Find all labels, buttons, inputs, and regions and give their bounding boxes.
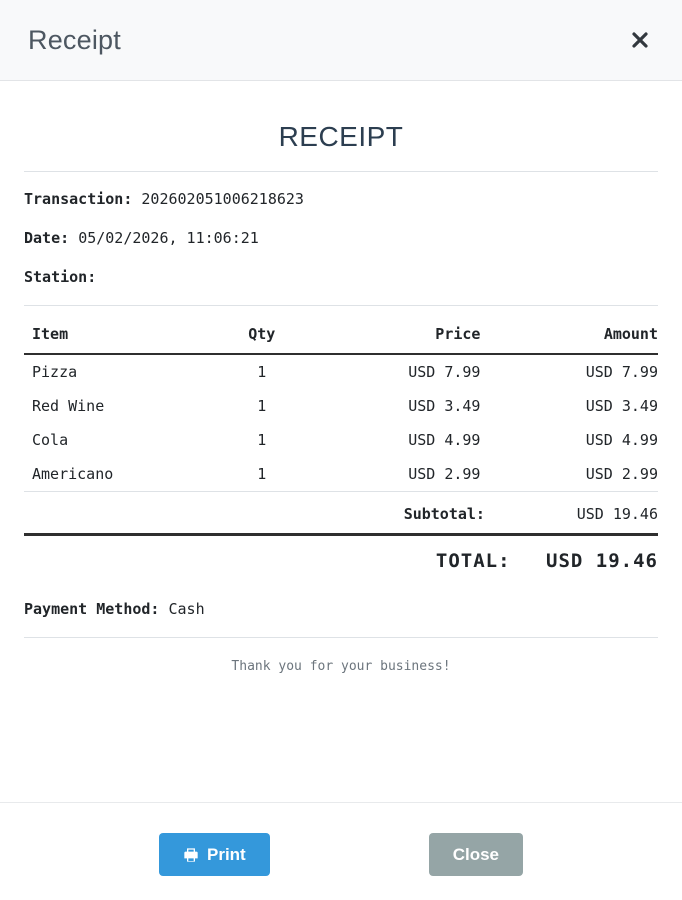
divider	[24, 637, 658, 638]
date-value: 05/02/2026, 11:06:21	[78, 229, 259, 247]
cell-amount: USD 7.99	[585, 363, 658, 381]
cell-price: USD 7.99	[408, 363, 481, 381]
transaction-line: Transaction: 202602051006218623	[24, 188, 658, 211]
receipt-heading: RECEIPT	[278, 121, 404, 152]
cell-price: USD 3.49	[408, 397, 481, 415]
divider	[24, 171, 658, 172]
table-row: Cola 1 USD 4.99 USD 4.99	[24, 423, 658, 457]
cell-item: Americano	[32, 465, 114, 483]
header-item: Item	[24, 316, 215, 355]
printer-icon	[183, 847, 199, 863]
subtotal-row: Subtotal: USD 19.46	[24, 505, 658, 523]
modal-footer: Print Close	[0, 802, 682, 900]
subtotal-label: Subtotal:	[403, 505, 485, 523]
modal-header: Receipt	[0, 0, 682, 81]
table-row: Americano 1 USD 2.99 USD 2.99	[24, 457, 658, 491]
date-label: Date:	[24, 229, 70, 247]
close-icon	[630, 30, 650, 50]
cell-amount: USD 4.99	[585, 431, 658, 449]
print-button[interactable]: Print	[158, 833, 270, 876]
close-footer-button[interactable]: Close	[428, 833, 523, 876]
cell-amount: USD 2.99	[585, 465, 658, 483]
close-button[interactable]	[626, 26, 654, 54]
cell-price: USD 4.99	[408, 431, 481, 449]
cell-qty: 1	[257, 431, 267, 449]
header-amount: Amount	[480, 316, 658, 355]
total-row: TOTAL: USD 19.46	[24, 536, 658, 572]
cell-qty: 1	[257, 465, 267, 483]
table-row: Pizza 1 USD 7.99 USD 7.99	[24, 354, 658, 389]
modal-title: Receipt	[28, 24, 121, 55]
cell-qty: 1	[257, 363, 267, 381]
cell-amount: USD 3.49	[585, 397, 658, 415]
total-label: TOTAL:	[435, 550, 511, 572]
receipt-body: RECEIPT Transaction: 202602051006218623 …	[0, 81, 682, 802]
header-price: Price	[309, 316, 481, 355]
payment-label: Payment Method:	[24, 600, 160, 618]
cell-item: Pizza	[32, 363, 78, 381]
items-table: Item Qty Price Amount Pizza 1 USD 7.99 USD …	[24, 316, 658, 491]
cell-item: Red Wine	[32, 397, 105, 415]
total-divider	[24, 533, 658, 536]
transaction-value: 202602051006218623	[141, 190, 304, 208]
table-row: Red Wine 1 USD 3.49 USD 3.49	[24, 389, 658, 423]
subtotal-value: USD 19.46	[576, 505, 658, 523]
close-footer-button-label: Close	[452, 845, 499, 864]
cell-item: Cola	[32, 431, 69, 449]
print-button-label: Print	[206, 845, 246, 864]
cell-price: USD 2.99	[408, 465, 481, 483]
receipt-table-body: Pizza 1 USD 7.99 USD 7.99 Red Wine 1 USD 3.49 U…	[24, 354, 658, 491]
payment-line: Payment Method: Cash	[24, 598, 658, 621]
station-line: Station:	[24, 266, 658, 289]
divider	[24, 305, 658, 306]
transaction-label: Transaction:	[24, 190, 133, 208]
station-label: Station:	[24, 268, 97, 286]
items-table-header-row: Item Qty Price Amount	[24, 316, 658, 355]
divider	[24, 491, 658, 492]
date-line: Date: 05/02/2026, 11:06:21	[24, 227, 658, 250]
footer-note: Thank you for your business!	[231, 659, 451, 674]
cell-qty: 1	[257, 397, 267, 415]
payment-value: Cash	[168, 600, 205, 618]
header-qty: Qty	[214, 316, 310, 355]
total-value: USD 19.46	[546, 550, 658, 572]
